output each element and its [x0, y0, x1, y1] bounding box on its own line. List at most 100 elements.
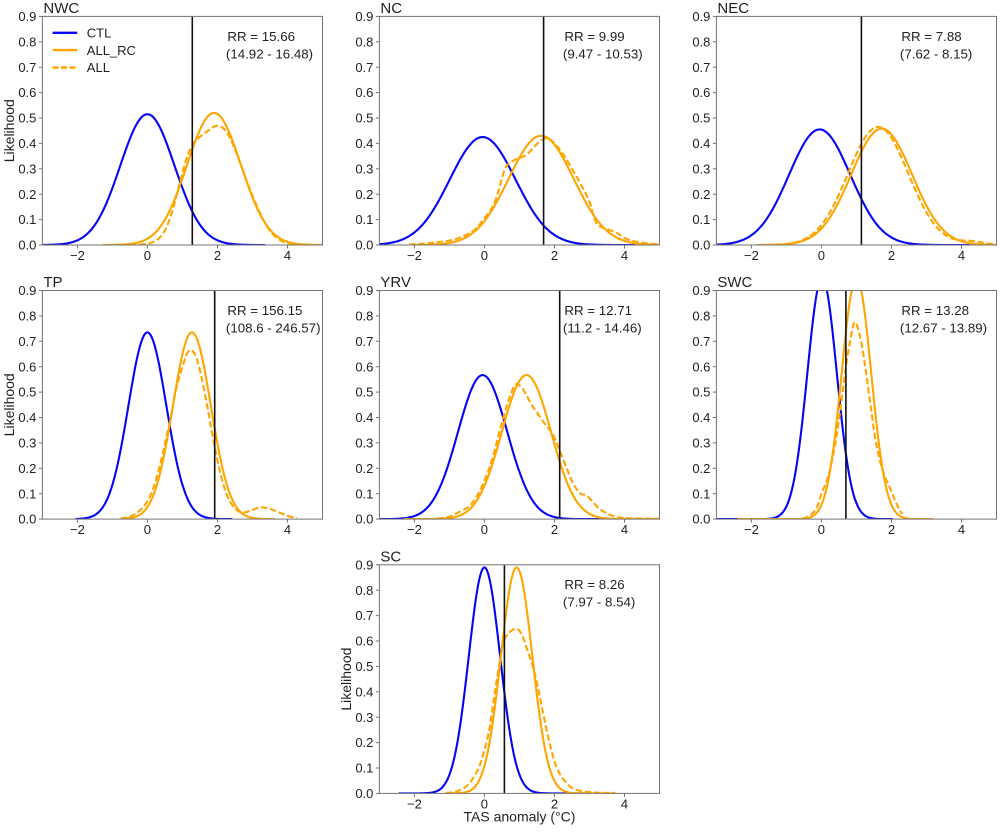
svg-text:0.0: 0.0	[18, 238, 36, 253]
svg-text:0.1: 0.1	[355, 761, 373, 776]
svg-text:0.3: 0.3	[18, 161, 36, 176]
svg-text:0.5: 0.5	[355, 111, 373, 126]
svg-text:0.4: 0.4	[355, 684, 373, 699]
svg-text:0.1: 0.1	[355, 486, 373, 501]
svg-text:4: 4	[621, 248, 628, 263]
svg-text:0.9: 0.9	[18, 283, 36, 298]
svg-text:0.0: 0.0	[355, 512, 373, 527]
svg-text:0.8: 0.8	[355, 309, 373, 324]
svg-text:0.4: 0.4	[18, 136, 36, 151]
svg-text:0.2: 0.2	[692, 461, 710, 476]
svg-text:0.3: 0.3	[355, 710, 373, 725]
svg-text:0.8: 0.8	[18, 309, 36, 324]
svg-text:4: 4	[621, 522, 628, 537]
svg-text:−2: −2	[70, 248, 85, 263]
svg-text:−2: −2	[744, 248, 759, 263]
svg-text:RR = 9.99: RR = 9.99	[564, 29, 624, 44]
svg-text:−2: −2	[70, 522, 85, 537]
svg-text:0.2: 0.2	[355, 461, 373, 476]
svg-text:(7.97 - 8.54): (7.97 - 8.54)	[563, 595, 635, 610]
svg-text:0.5: 0.5	[692, 111, 710, 126]
svg-text:0.2: 0.2	[18, 187, 36, 202]
svg-text:2: 2	[888, 248, 895, 263]
svg-text:−2: −2	[407, 796, 422, 811]
svg-text:0.3: 0.3	[355, 436, 373, 451]
svg-text:RR = 12.71: RR = 12.71	[564, 303, 632, 318]
svg-text:(108.6 - 246.57): (108.6 - 246.57)	[226, 320, 321, 335]
svg-text:SWC: SWC	[717, 274, 752, 291]
svg-text:0.0: 0.0	[692, 238, 710, 253]
svg-text:0: 0	[481, 248, 488, 263]
svg-text:0.7: 0.7	[355, 334, 373, 349]
svg-text:0.4: 0.4	[355, 136, 373, 151]
svg-text:0.9: 0.9	[692, 9, 710, 24]
svg-text:0: 0	[144, 248, 151, 263]
svg-text:0.3: 0.3	[18, 436, 36, 451]
svg-text:0.3: 0.3	[692, 436, 710, 451]
svg-text:0: 0	[818, 248, 825, 263]
svg-text:0.9: 0.9	[355, 283, 373, 298]
svg-text:0.6: 0.6	[355, 85, 373, 100]
svg-text:0.8: 0.8	[355, 34, 373, 49]
svg-text:0.3: 0.3	[692, 161, 710, 176]
svg-text:YRV: YRV	[380, 274, 411, 291]
svg-text:0.2: 0.2	[18, 461, 36, 476]
svg-text:0.4: 0.4	[692, 410, 710, 425]
svg-text:4: 4	[284, 522, 291, 537]
svg-text:TAS anomaly (°C): TAS anomaly (°C)	[464, 808, 576, 824]
svg-text:0.0: 0.0	[18, 512, 36, 527]
svg-text:(7.62 - 8.15): (7.62 - 8.15)	[900, 46, 972, 61]
svg-text:RR = 8.26: RR = 8.26	[564, 577, 624, 592]
svg-text:(11.2 - 14.46): (11.2 - 14.46)	[563, 320, 642, 335]
svg-text:0.1: 0.1	[692, 212, 710, 227]
svg-text:0.6: 0.6	[355, 359, 373, 374]
svg-text:2: 2	[551, 248, 558, 263]
svg-text:NC: NC	[380, 0, 402, 17]
svg-text:2: 2	[214, 248, 221, 263]
svg-text:0.7: 0.7	[355, 60, 373, 75]
svg-text:0.1: 0.1	[18, 212, 36, 227]
svg-text:2: 2	[551, 522, 558, 537]
svg-text:NWC: NWC	[43, 0, 79, 17]
svg-text:0.2: 0.2	[692, 187, 710, 202]
svg-text:0.5: 0.5	[355, 385, 373, 400]
svg-text:0.5: 0.5	[18, 111, 36, 126]
svg-text:0.6: 0.6	[692, 85, 710, 100]
svg-text:Likelihood: Likelihood	[338, 648, 354, 711]
svg-text:0: 0	[481, 522, 488, 537]
svg-text:ALL_RC: ALL_RC	[87, 43, 136, 58]
svg-text:0.4: 0.4	[692, 136, 710, 151]
svg-text:0.7: 0.7	[692, 334, 710, 349]
svg-text:−2: −2	[744, 522, 759, 537]
svg-text:−2: −2	[407, 522, 422, 537]
svg-text:0.9: 0.9	[355, 9, 373, 24]
svg-text:0.6: 0.6	[692, 359, 710, 374]
svg-text:2: 2	[214, 522, 221, 537]
svg-text:0.9: 0.9	[692, 283, 710, 298]
svg-text:0.6: 0.6	[355, 634, 373, 649]
svg-text:0.2: 0.2	[355, 187, 373, 202]
svg-text:0.7: 0.7	[692, 60, 710, 75]
svg-text:0.9: 0.9	[355, 557, 373, 572]
svg-text:0.6: 0.6	[18, 359, 36, 374]
svg-text:0.0: 0.0	[355, 786, 373, 801]
svg-text:0.9: 0.9	[18, 9, 36, 24]
svg-text:4: 4	[958, 522, 965, 537]
svg-text:(9.47 - 10.53): (9.47 - 10.53)	[563, 46, 643, 61]
svg-text:2: 2	[888, 522, 895, 537]
svg-text:0.1: 0.1	[355, 212, 373, 227]
svg-text:0.8: 0.8	[692, 309, 710, 324]
svg-text:4: 4	[621, 796, 628, 811]
svg-text:Likelihood: Likelihood	[1, 373, 17, 436]
svg-text:Likelihood: Likelihood	[1, 99, 17, 162]
svg-text:(12.67 - 13.89): (12.67 - 13.89)	[900, 320, 987, 335]
svg-text:RR = 15.66: RR = 15.66	[227, 29, 295, 44]
svg-text:2: 2	[551, 796, 558, 811]
svg-text:0.5: 0.5	[355, 659, 373, 674]
svg-text:0.8: 0.8	[355, 583, 373, 598]
svg-text:RR = 13.28: RR = 13.28	[901, 303, 969, 318]
svg-text:0: 0	[481, 796, 488, 811]
svg-text:0.0: 0.0	[692, 512, 710, 527]
svg-text:RR = 156.15: RR = 156.15	[227, 303, 302, 318]
svg-text:0.8: 0.8	[692, 34, 710, 49]
